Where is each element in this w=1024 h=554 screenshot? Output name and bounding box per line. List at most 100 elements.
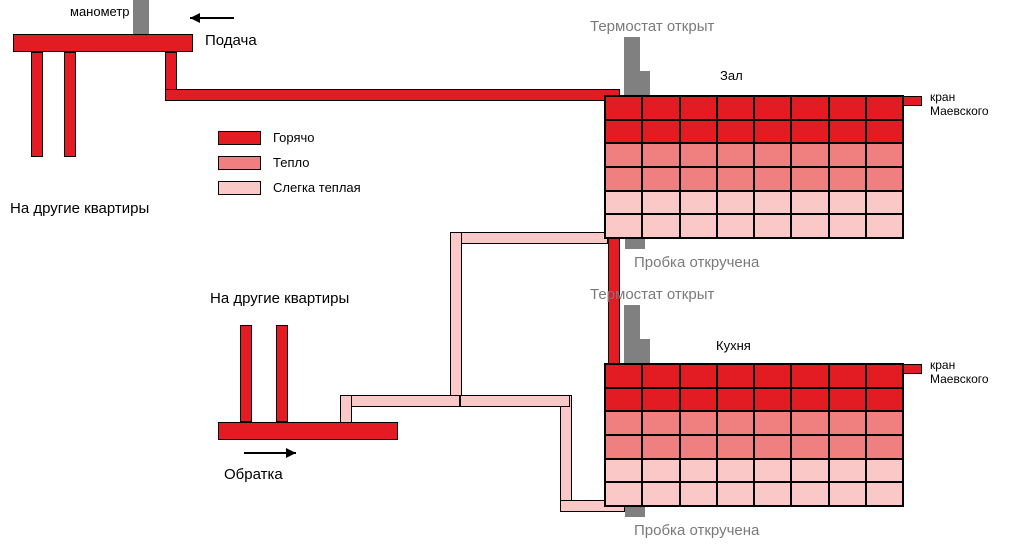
radiator-hall-cell <box>867 144 902 168</box>
radiator-kitchen-cell <box>606 365 641 389</box>
label-plug_unscrewed_2: Пробка откручена <box>634 522 759 539</box>
radiator-hall-cell <box>718 215 753 239</box>
radiator-hall-cell <box>718 144 753 168</box>
label-maevsky_1a: кран <box>930 90 955 104</box>
radiator-hall-cell <box>867 121 902 145</box>
radiator-kitchen-cell <box>830 365 865 389</box>
radiator-kitchen-cell <box>867 460 902 484</box>
radiator-hall-col <box>718 97 755 239</box>
radiator-kitchen-cell <box>830 460 865 484</box>
radiator-kitchen-cell <box>606 389 641 413</box>
radiator-hall-cell <box>606 121 641 145</box>
label-manometer: манометр <box>70 4 130 19</box>
radiator-kitchen-cell <box>681 483 716 507</box>
radiator-hall-col <box>792 97 829 239</box>
label-to_other_apts_1: На другие квартиры <box>10 200 149 217</box>
radiator-kitchen-cell <box>681 412 716 436</box>
radiator-hall-cell <box>681 192 716 216</box>
label-maevsky_2a: кран <box>930 358 955 372</box>
heating-diagram: ГорячоТеплоСлегка теплаяманометрПодачаНа… <box>0 0 1024 554</box>
radiator-hall-cell <box>606 215 641 239</box>
radiator-kitchen-cell <box>643 460 678 484</box>
radiator-hall-cell <box>643 121 678 145</box>
supply-drop-main <box>165 52 177 91</box>
return-h-kitchen-branch <box>460 395 570 407</box>
radiator-kitchen-cell <box>792 412 827 436</box>
radiator-kitchen-col <box>867 365 902 507</box>
label-supply: Подача <box>205 32 257 49</box>
radiator-hall-col <box>606 97 643 239</box>
radiator-kitchen-cell <box>643 483 678 507</box>
radiator-hall-cell <box>867 192 902 216</box>
radiator-kitchen-cell <box>718 483 753 507</box>
label-hall: Зал <box>720 68 743 83</box>
radiator-kitchen-cell <box>830 389 865 413</box>
radiator-kitchen-cell <box>792 436 827 460</box>
radiator-kitchen-col <box>606 365 643 507</box>
legend-swatch-luke <box>218 181 261 195</box>
arrow-return <box>244 448 296 458</box>
label-thermostat_open_2: Термостат открыт <box>590 286 714 303</box>
radiator-hall-cell <box>718 192 753 216</box>
radiator-kitchen-cell <box>755 460 790 484</box>
legend-label-warm: Тепло <box>273 155 309 170</box>
legend-label-luke: Слегка теплая <box>273 180 361 195</box>
radiator-kitchen-cell <box>681 365 716 389</box>
radiator-kitchen-cell <box>718 365 753 389</box>
label-maevsky_2b: Маевского <box>930 372 989 386</box>
radiator-hall-cell <box>830 121 865 145</box>
radiator-kitchen-cell <box>643 365 678 389</box>
radiator-hall-cell <box>830 97 865 121</box>
radiator-hall-cell <box>792 168 827 192</box>
arrow-supply <box>190 13 234 23</box>
supply-manifold <box>13 34 193 52</box>
supply-drop-2 <box>64 52 76 157</box>
radiator-hall-cell <box>830 215 865 239</box>
return-drop-2 <box>276 325 288 422</box>
radiator-hall-cell <box>792 121 827 145</box>
radiator-hall-cell <box>792 144 827 168</box>
radiator-kitchen-cell <box>606 460 641 484</box>
radiator-hall-cell <box>830 144 865 168</box>
radiator-hall-cell <box>718 121 753 145</box>
radiator-hall-cell <box>606 97 641 121</box>
label-thermostat_open_1: Термостат открыт <box>590 18 714 35</box>
radiator-kitchen-col <box>643 365 680 507</box>
radiator-kitchen-cell <box>681 436 716 460</box>
return-drop-1 <box>240 325 252 422</box>
radiator-hall-cell <box>755 144 790 168</box>
radiator-hall-cell <box>718 97 753 121</box>
supply-drop-1 <box>31 52 43 157</box>
radiator-kitchen-cell <box>867 483 902 507</box>
radiator-hall-cell <box>830 192 865 216</box>
radiator-kitchen-cell <box>606 436 641 460</box>
legend-swatch-warm <box>218 156 261 170</box>
radiator-hall-cell <box>643 192 678 216</box>
radiator-kitchen-cell <box>755 412 790 436</box>
legend-swatch-hot <box>218 131 261 145</box>
radiator-kitchen-cell <box>830 412 865 436</box>
radiator-kitchen-cell <box>606 412 641 436</box>
radiator-hall-cell <box>830 168 865 192</box>
radiator-hall-cell <box>606 168 641 192</box>
radiator-kitchen-cell <box>643 389 678 413</box>
radiator-kitchen-cell <box>681 460 716 484</box>
radiator-hall-cell <box>681 144 716 168</box>
supply-horiz-main <box>165 89 620 101</box>
radiator-hall-cell <box>681 97 716 121</box>
radiator-hall-cell <box>792 215 827 239</box>
radiator-hall-cell <box>606 192 641 216</box>
label-return: Обратка <box>224 466 283 483</box>
return-h-mid <box>340 395 460 407</box>
radiator-kitchen-cell <box>830 483 865 507</box>
radiator-kitchen-col <box>792 365 829 507</box>
radiator-hall-cell <box>643 215 678 239</box>
radiator-kitchen-cell <box>792 389 827 413</box>
return-h-from-hall <box>450 232 608 244</box>
radiator-hall <box>604 95 904 239</box>
radiator-kitchen-col <box>681 365 718 507</box>
radiator-kitchen-cell <box>681 389 716 413</box>
radiator-kitchen-cell <box>643 436 678 460</box>
radiator-hall-cell <box>755 168 790 192</box>
radiator-hall-cell <box>681 168 716 192</box>
